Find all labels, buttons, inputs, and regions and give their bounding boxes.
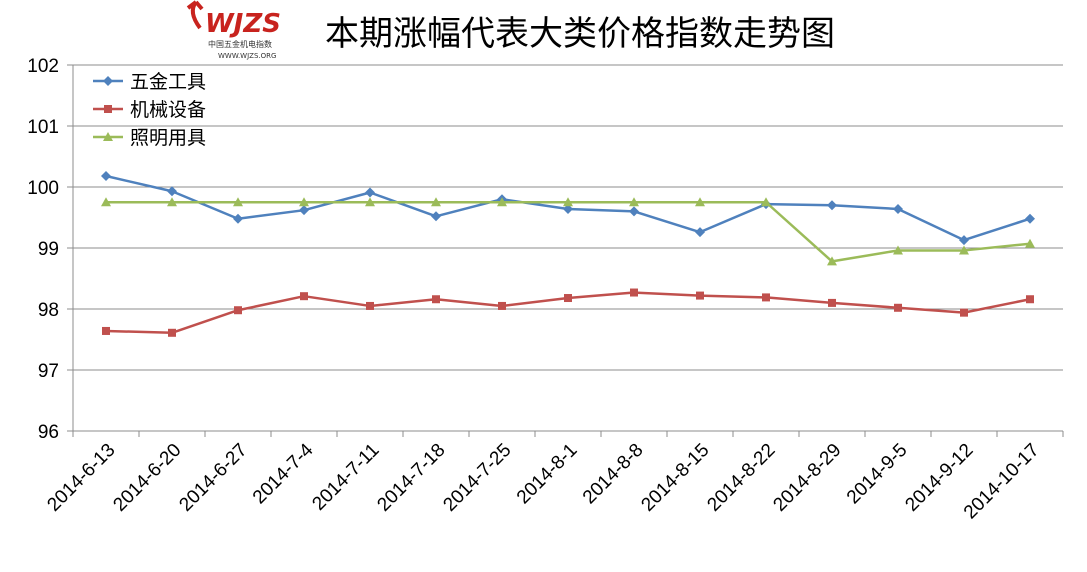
data-point xyxy=(365,187,375,198)
data-point xyxy=(497,197,507,207)
logo-url: WWW.WJZS.ORG xyxy=(218,52,276,60)
data-point xyxy=(167,186,177,197)
x-tick-label: 2014-8-29 xyxy=(769,440,845,516)
data-point xyxy=(629,197,639,207)
data-point xyxy=(629,206,639,217)
data-point xyxy=(432,295,440,304)
legend-label: 五金工具 xyxy=(130,71,206,93)
data-point xyxy=(101,197,111,207)
data-point xyxy=(365,197,375,207)
x-tick-label: 2014-9-5 xyxy=(843,440,912,509)
series-2 xyxy=(102,288,1034,337)
legend-label: 照明用具 xyxy=(130,127,206,149)
y-tick-label: 97 xyxy=(38,361,59,382)
data-point xyxy=(431,197,441,207)
data-point xyxy=(893,245,903,255)
data-point xyxy=(960,308,968,317)
data-point xyxy=(366,301,374,310)
legend-label: 机械设备 xyxy=(130,99,206,121)
x-tick-label: 2014-6-13 xyxy=(43,440,119,516)
legend-item: 照明用具 xyxy=(93,127,206,149)
logo-brand: WJZS xyxy=(205,9,281,39)
data-point xyxy=(233,213,243,224)
data-point xyxy=(828,298,836,307)
x-tick-label: 2014-6-27 xyxy=(175,440,251,516)
data-point xyxy=(563,203,573,214)
legend-item: 机械设备 xyxy=(93,99,206,121)
data-point xyxy=(959,235,969,246)
x-tick-label: 2014-8-22 xyxy=(703,440,779,516)
logo-swoosh-icon xyxy=(186,0,204,30)
x-axis-ticks: 2014-6-132014-6-202014-6-272014-7-42014-… xyxy=(43,439,1043,523)
data-point xyxy=(630,288,638,297)
y-tick-label: 101 xyxy=(27,117,59,138)
y-tick-label: 99 xyxy=(38,239,59,260)
data-point xyxy=(498,301,506,310)
y-axis-ticks: 96 97 98 99 100 101 102 xyxy=(27,56,59,443)
data-point xyxy=(168,328,176,337)
data-point xyxy=(233,197,243,207)
data-point xyxy=(893,203,903,214)
y-tick-label: 96 xyxy=(38,422,59,443)
data-point xyxy=(563,197,573,207)
data-point xyxy=(101,171,111,182)
x-tick-label: 2014-7-11 xyxy=(308,440,383,515)
x-tick-label: 2014-8-15 xyxy=(637,440,713,516)
legend-marker xyxy=(104,105,112,113)
series-layer xyxy=(101,171,1035,337)
data-point xyxy=(299,197,309,207)
data-point xyxy=(695,227,705,238)
y-tick-label: 102 xyxy=(27,56,59,77)
x-tick-label: 2014-6-20 xyxy=(109,440,185,516)
data-point xyxy=(1025,238,1035,248)
logo: WJZS 中国五金机电指数 WWW.WJZS.ORG xyxy=(186,0,281,60)
x-tick-label: 2014-8-1 xyxy=(513,440,582,509)
data-point xyxy=(761,197,771,207)
data-point xyxy=(102,326,110,335)
data-point xyxy=(431,211,441,222)
logo-subtitle: 中国五金机电指数 xyxy=(208,39,272,49)
data-point xyxy=(959,245,969,255)
chart-title: 本期涨幅代表大类价格指数走势图 xyxy=(325,14,835,54)
data-point xyxy=(167,197,177,207)
data-point xyxy=(696,291,704,300)
data-point xyxy=(827,200,837,211)
data-point xyxy=(827,256,837,266)
data-point xyxy=(1025,213,1035,224)
data-point xyxy=(300,292,308,301)
y-tick-label: 100 xyxy=(27,178,59,199)
data-point xyxy=(234,306,242,315)
data-point xyxy=(894,303,902,312)
data-point xyxy=(695,197,705,207)
legend-marker xyxy=(103,132,113,141)
data-point xyxy=(564,294,572,303)
series-3 xyxy=(101,197,1035,266)
x-tick-label: 2014-7-4 xyxy=(249,439,318,508)
axes xyxy=(67,64,1064,437)
series-1 xyxy=(101,171,1035,246)
legend-marker xyxy=(103,76,113,86)
x-tick-label: 2014-7-25 xyxy=(439,440,515,516)
data-point xyxy=(762,293,770,302)
y-tick-label: 98 xyxy=(38,300,59,321)
x-tick-label: 2014-8-8 xyxy=(579,440,648,509)
data-point xyxy=(1026,295,1034,304)
data-point xyxy=(299,205,309,216)
legend-item: 五金工具 xyxy=(93,71,206,93)
x-tick-label: 2014-7-18 xyxy=(373,440,449,516)
